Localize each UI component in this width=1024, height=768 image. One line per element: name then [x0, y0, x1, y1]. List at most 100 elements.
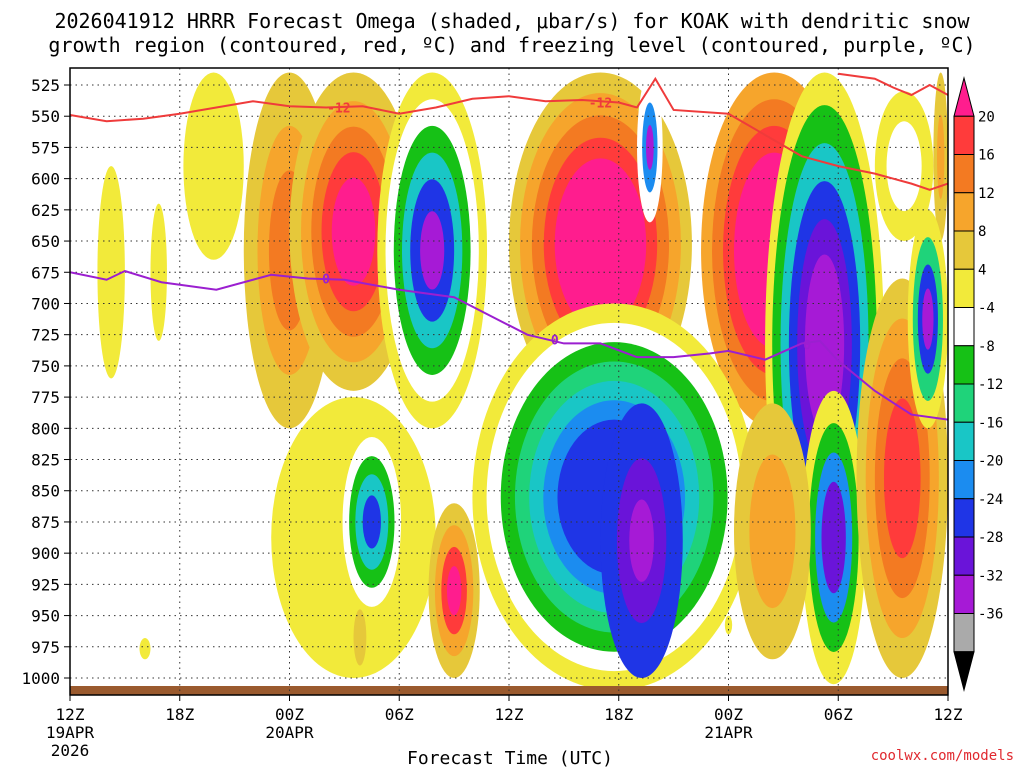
omega-blob-14-level-3: [446, 566, 462, 616]
x-tick-date-12: 20APR: [265, 723, 314, 742]
colorbar-label-10: -24: [978, 492, 1003, 508]
dgz-label-2: -12: [589, 96, 612, 111]
colorbar-label-8: -16: [978, 415, 1003, 431]
y-axis-ticks: 525 550 575 600 625 650 675 700 725 750 775 800 825 8…: [21, 76, 70, 688]
y-tick-label-925: 925: [31, 575, 60, 594]
dgz-minus12-line: [70, 76, 948, 191]
colorbar-seg-4: [953, 230, 975, 270]
y-tick-label-775: 775: [31, 388, 60, 407]
x-tick-date-0: 19APR: [46, 723, 95, 742]
colorbar-seg-2: [953, 154, 975, 194]
chart-title-line2: growth region (contoured, red, ºC) and f…: [48, 33, 975, 57]
colorbar-label-0: 20: [978, 109, 995, 125]
colorbar-seg-12: [953, 536, 975, 576]
colorbar-label-12: -32: [978, 568, 1003, 584]
colorbar-seg-1: [953, 115, 975, 155]
y-tick-label-950: 950: [31, 607, 60, 626]
x-tick-label-18: 06Z: [385, 705, 414, 724]
x-tick-label-36: 00Z: [714, 705, 743, 724]
colorbar-label-11: -28: [978, 530, 1003, 546]
colorbar-seg-10: [953, 460, 975, 500]
omega-blob-4-level-4: [331, 177, 376, 286]
credit-text: coolwx.com/models: [871, 748, 1014, 764]
y-tick-label-850: 850: [31, 482, 60, 501]
y-tick-label-975: 975: [31, 638, 60, 657]
y-tick-label-875: 875: [31, 513, 60, 532]
dgz-upper-right-line: [838, 72, 948, 97]
colorbar-seg-0: [953, 76, 975, 117]
colorbar-seg-6: [953, 307, 975, 347]
omega-blob-7-level-2: [646, 124, 654, 170]
y-tick-label-700: 700: [31, 294, 60, 313]
colorbar-label-2: 12: [978, 186, 995, 202]
dgz-label-1: -12: [327, 101, 350, 116]
omega-blob-5-level-5: [420, 211, 445, 290]
colorbar-label-3: 8: [978, 224, 986, 240]
y-tick-label-575: 575: [31, 138, 60, 157]
colorbar-seg-11: [953, 498, 975, 538]
freezing-label-2: 0: [551, 334, 559, 349]
y-tick-label-750: 750: [31, 357, 60, 376]
x-tick-year-0: 2026: [51, 741, 90, 760]
colorbar-seg-7: [953, 345, 975, 385]
colorbar-label-5: -4: [978, 301, 995, 317]
colorbar-seg-14: [953, 613, 975, 653]
omega-blob-11-level-1: [937, 114, 945, 199]
y-tick-label-625: 625: [31, 201, 60, 220]
colorbar-seg-13: [953, 574, 975, 614]
omega-blob-10-level-1: [886, 121, 922, 212]
colorbar-label-9: -20: [978, 454, 1003, 470]
colorbar: 20 16 12 8 4 -4 -8 -12 -16 -20 -24 -28 -32 -36: [953, 76, 1003, 692]
y-tick-label-825: 825: [31, 451, 60, 470]
colorbar-seg-9: [953, 421, 975, 461]
y-tick-label-800: 800: [31, 419, 60, 438]
x-tick-label-48: 12Z: [934, 705, 963, 724]
y-tick-label-525: 525: [31, 76, 60, 95]
omega-blob-20-level-1: [749, 454, 796, 609]
omega-shading: [97, 72, 948, 691]
colorbar-label-6: -8: [978, 339, 995, 355]
chart-title-line1: 2026041912 HRRR Forecast Omega (shaded, …: [54, 9, 970, 33]
omega-blob-0-level-0: [97, 166, 125, 379]
x-tick-label-30: 18Z: [604, 705, 633, 724]
y-tick-label-550: 550: [31, 107, 60, 126]
y-tick-label-725: 725: [31, 326, 60, 345]
omega-blob-13-level-4: [362, 495, 381, 549]
omega-blob-6-level-4: [554, 158, 647, 331]
y-tick-label-600: 600: [31, 170, 60, 189]
x-axis-label: Forecast Time (UTC): [407, 748, 613, 768]
freezing-label-3: 0: [803, 339, 811, 354]
x-tick-label-42: 06Z: [824, 705, 853, 724]
colorbar-seg-5: [953, 268, 975, 308]
omega-blob-9-level-5: [804, 254, 845, 434]
omega-blob-21-level-0: [139, 638, 151, 660]
x-tick-label-12: 00Z: [275, 705, 304, 724]
y-tick-label-1000: 1000: [21, 669, 60, 688]
x-tick-label-0: 12Z: [56, 705, 85, 724]
omega-blob-16-level-2: [629, 499, 654, 582]
grid-lines: [70, 68, 948, 695]
freezing-label-1: 0: [322, 273, 330, 288]
omega-blob-2-level-0: [183, 72, 244, 260]
omega-blob-22-level-0: [353, 609, 367, 666]
colorbar-seg-8: [953, 383, 975, 423]
omega-blob-19-level-3: [922, 288, 934, 350]
y-tick-label-900: 900: [31, 544, 60, 563]
colorbar-seg-15: [953, 651, 975, 692]
colorbar-label-4: 4: [978, 262, 986, 278]
y-tick-label-675: 675: [31, 263, 60, 282]
x-tick-label-24: 12Z: [495, 705, 524, 724]
colorbar-label-1: 16: [978, 148, 995, 164]
colorbar-seg-3: [953, 192, 975, 232]
x-tick-date-36: 21APR: [704, 723, 753, 742]
colorbar-label-7: -12: [978, 377, 1003, 393]
omega-blob-18-level-3: [883, 398, 921, 559]
contour-lines: -12 -12 0 0 0: [70, 72, 948, 421]
colorbar-label-13: -36: [978, 607, 1003, 623]
x-tick-label-6: 18Z: [165, 705, 194, 724]
freezing-level-line: [70, 269, 948, 421]
y-tick-label-650: 650: [31, 232, 60, 251]
omega-blob-17-level-3: [821, 481, 846, 594]
